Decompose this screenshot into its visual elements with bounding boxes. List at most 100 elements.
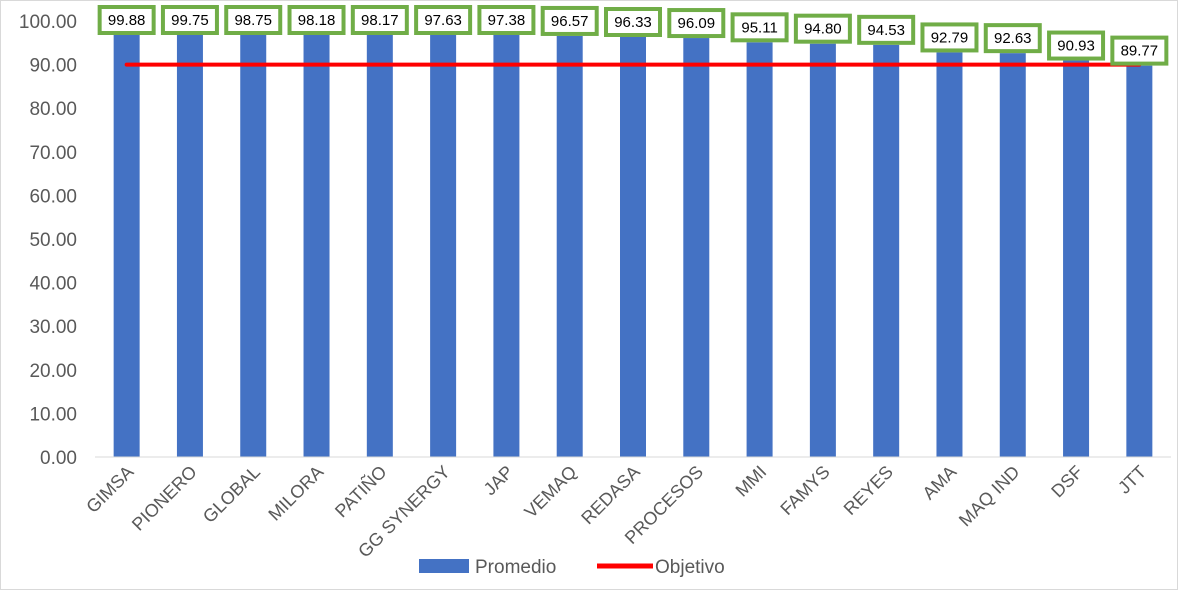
data-label: 96.33: [604, 7, 662, 38]
y-tick-label: 90.00: [29, 56, 77, 77]
bar-jap: [493, 32, 520, 457]
data-label-box: [604, 7, 662, 38]
y-tick-label: 20.00: [29, 361, 77, 382]
data-label: 96.09: [667, 8, 726, 39]
bar-redasa: [620, 37, 646, 458]
bar-global: [240, 26, 267, 457]
data-label: 90.93: [1047, 30, 1106, 61]
bar-maq-ind: [999, 53, 1026, 457]
bar-pionero: [176, 22, 203, 458]
data-label: 92.63: [983, 23, 1042, 54]
data-label: 95.11: [730, 12, 789, 43]
legend: Promedio Objetivo: [419, 557, 725, 578]
y-tick-label: 10.00: [29, 404, 77, 425]
data-label-box: [414, 5, 473, 35]
data-label: 94.53: [857, 14, 916, 45]
x-tick-label: REYES: [840, 462, 897, 519]
y-tick-label: 0.00: [40, 448, 77, 469]
data-label-value: 99.75: [171, 12, 209, 29]
data-label-box: [97, 5, 156, 35]
x-tick-label: MAQ IND: [955, 462, 1024, 531]
y-tick-label: 80.00: [29, 99, 77, 120]
data-label-box: [983, 23, 1042, 54]
data-label-value: 97.38: [488, 12, 526, 29]
data-label-value: 98.75: [234, 12, 272, 29]
data-label-value: 94.80: [804, 21, 842, 38]
data-label-box: [920, 22, 979, 53]
bar-mmi: [746, 42, 773, 457]
bar-vemaq: [556, 35, 583, 457]
data-label-value: 92.63: [994, 30, 1032, 47]
data-label-box: [477, 5, 536, 35]
data-label: 99.88: [97, 5, 156, 35]
data-label-value: 95.11: [741, 19, 777, 36]
bar-procesos: [683, 38, 710, 457]
bar-gg-synergy: [430, 31, 457, 458]
data-label-value: 96.09: [678, 15, 716, 32]
data-label: 96.57: [540, 5, 599, 36]
y-tick-label: 60.00: [29, 186, 77, 207]
data-label: 94.80: [793, 13, 852, 44]
x-tick-label: AMA: [919, 462, 961, 504]
data-label: 97.38: [477, 5, 536, 35]
data-label: 92.79: [920, 22, 979, 53]
y-tick-label: 70.00: [29, 143, 77, 164]
bar-patiño: [366, 28, 393, 458]
data-label-value: 94.53: [867, 22, 905, 39]
data-label-value: 98.18: [298, 12, 336, 29]
data-label-value: 96.57: [551, 13, 589, 30]
x-tick-label: GLOBAL: [199, 462, 264, 527]
data-label: 98.17: [350, 5, 409, 35]
data-label-box: [160, 5, 219, 35]
data-label-value: 97.63: [424, 12, 462, 29]
data-label: 98.18: [287, 5, 346, 35]
data-label-value: 98.17: [361, 12, 399, 29]
x-tick-label: JAP: [480, 462, 517, 499]
x-tick-label: PIONERO: [128, 462, 201, 535]
data-label-box: [540, 5, 599, 36]
legend-label-promedio: Promedio: [475, 557, 556, 578]
x-tick-label: PATIÑO: [330, 461, 390, 521]
x-tick-label: VEMAQ: [520, 462, 580, 522]
x-tick-label: MILORA: [264, 462, 327, 525]
data-label-box: [857, 14, 916, 45]
y-tick-label: 100.00: [19, 12, 77, 33]
data-label-box: [287, 5, 346, 35]
bar-milora: [303, 28, 330, 457]
data-label: 98.75: [224, 5, 283, 35]
data-label-value: 99.88: [108, 12, 146, 29]
x-tick-label: JTT: [1114, 462, 1150, 498]
data-label-box: [730, 12, 789, 43]
y-tick-label: 30.00: [29, 317, 77, 338]
data-label: 89.77: [1110, 35, 1169, 66]
data-label-value: 90.93: [1057, 38, 1095, 55]
data-label-box: [224, 5, 283, 35]
data-labels: 99.88 99.75 98.75 98.18 98.17 97.63 97.38 96.57…: [97, 5, 1169, 66]
x-tick-label: MMI: [732, 462, 771, 501]
data-label-box: [1047, 30, 1106, 61]
bars-series: [113, 21, 1153, 458]
data-label-box: [793, 13, 852, 44]
data-label-box: [1110, 35, 1169, 66]
data-label-value: 92.79: [931, 29, 969, 46]
bar-dsf: [1063, 60, 1090, 458]
data-label-value: 96.33: [614, 14, 652, 31]
data-label: 99.75: [160, 5, 219, 35]
bar-jtt: [1126, 65, 1153, 458]
bar-famys: [809, 43, 836, 458]
x-tick-label: REDASA: [577, 462, 643, 528]
bar-ama: [936, 52, 963, 457]
y-tick-label: 50.00: [29, 230, 77, 251]
data-label-value: 89.77: [1121, 43, 1159, 60]
x-tick-label: DSF: [1047, 462, 1087, 502]
x-tick-label: GIMSA: [82, 462, 137, 517]
data-label: 97.63: [414, 5, 473, 35]
y-tick-label: 40.00: [29, 274, 77, 295]
y-axis: 0.00 10.00 20.00 30.00 40.00 50.00 60.00 70.00 8…: [19, 12, 77, 469]
legend-label-objetivo: Objetivo: [655, 557, 725, 578]
legend-swatch-promedio: [419, 559, 469, 573]
data-label-box: [350, 5, 409, 35]
